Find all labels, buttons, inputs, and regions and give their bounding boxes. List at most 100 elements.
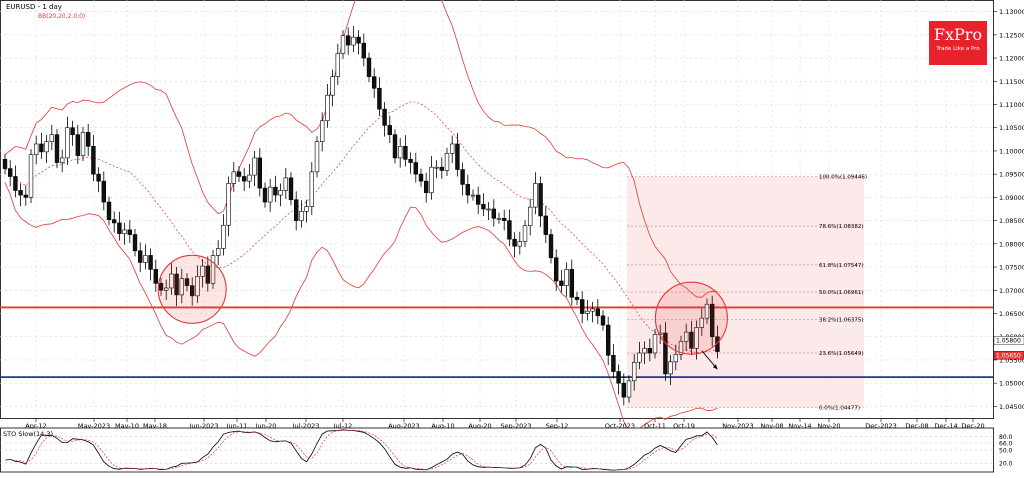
x-tick-label: Nov-14 — [788, 422, 811, 430]
candle — [340, 35, 346, 54]
y-tick-label: 1.05500 — [999, 356, 1024, 364]
y-tick-label: 1.12000 — [999, 55, 1024, 63]
candle — [522, 225, 528, 242]
candle — [143, 255, 148, 263]
candle — [637, 352, 642, 363]
osc-tick-label: 50.0 — [999, 447, 1013, 454]
candle — [169, 273, 174, 289]
logo-brand: FxPro — [933, 25, 983, 44]
price-axis: 1.13000 1.12500 1.12000 1.11500 1.11000 1.105… — [993, 8, 1024, 411]
candle — [153, 269, 158, 284]
x-tick-label: Dec-2023 — [865, 422, 896, 430]
candle — [54, 134, 60, 163]
x-tick-label: Apr-12 — [25, 422, 46, 430]
x-tick-label: Oct-2023 — [605, 422, 635, 430]
y-tick-label: 1.13000 — [999, 8, 1024, 16]
x-tick-label: Sep-12 — [546, 422, 569, 430]
candle — [106, 201, 112, 220]
fib-level-label: 78.6%(1.08382) — [819, 224, 864, 230]
candle — [579, 299, 585, 314]
candle — [122, 229, 127, 234]
candle — [455, 143, 460, 170]
indicator-label: BB(20,20,2.0,0) — [38, 13, 85, 20]
candle — [299, 211, 304, 221]
key-levels — [0, 306, 993, 379]
wave-annotations — [157, 254, 728, 370]
candle — [652, 334, 658, 354]
candle — [59, 157, 65, 163]
candle — [335, 53, 340, 77]
candle — [231, 171, 236, 184]
candle — [486, 208, 491, 211]
candle — [13, 176, 18, 191]
candle — [148, 255, 153, 270]
candle — [366, 57, 372, 77]
candle — [481, 204, 486, 210]
candle — [694, 327, 699, 349]
candle — [559, 280, 564, 286]
candle — [18, 190, 23, 196]
grid-lines — [0, 0, 994, 419]
x-tick-label: Dec-14 — [934, 422, 957, 430]
candle — [569, 269, 575, 298]
price-label: 1.05650 — [996, 353, 1021, 360]
price-label-box — [993, 336, 1024, 345]
fxpro-logo[interactable]: FxPro Trade Like a Pro — [929, 21, 987, 65]
logo-tagline: Trade Like a Pro — [936, 46, 980, 52]
y-tick-label: 1.04500 — [999, 403, 1024, 411]
candle — [226, 183, 231, 226]
x-tick-label: Dec-08 — [905, 422, 928, 430]
candle — [642, 348, 647, 354]
candle — [709, 303, 715, 338]
candle — [574, 296, 580, 300]
candle — [283, 177, 288, 191]
candle — [444, 152, 450, 171]
forecast-arrowhead — [712, 364, 718, 370]
oscillator-label: STO Slow(14,3) — [3, 430, 53, 438]
plot-frame — [0, 0, 994, 419]
candle — [361, 42, 366, 59]
candle — [429, 166, 434, 194]
candle — [23, 194, 28, 198]
candle — [631, 361, 637, 382]
candle — [673, 354, 679, 363]
osc-tick-label: 66.0 — [999, 440, 1013, 447]
candle — [190, 285, 195, 297]
candles — [2, 26, 720, 406]
candle — [216, 248, 221, 256]
fib-level-label: 100.0%(1.09446) — [819, 175, 867, 181]
stoch-d-line — [4, 429, 718, 471]
candle — [221, 224, 226, 249]
candle — [91, 146, 96, 175]
candle — [247, 174, 252, 182]
candle — [49, 134, 55, 142]
x-tick-label: Jun-20 — [255, 422, 277, 430]
candle — [647, 348, 653, 354]
candle — [678, 341, 684, 355]
candle — [600, 315, 606, 326]
fib-level-label: 38.2%(1.06375) — [819, 317, 864, 323]
y-tick-label: 1.10500 — [999, 124, 1024, 132]
price-label-box — [993, 351, 1024, 360]
candle — [112, 219, 117, 224]
x-tick-label: Dec-20 — [961, 422, 984, 430]
candle — [242, 176, 247, 182]
candle — [267, 186, 273, 203]
y-tick-label: 1.11000 — [999, 101, 1024, 109]
candle — [585, 310, 590, 314]
resistance-circle — [654, 281, 728, 355]
candle — [257, 157, 262, 189]
x-tick-label: Oct-11 — [644, 422, 666, 430]
candle — [325, 94, 330, 122]
candle — [262, 187, 268, 203]
x-tick-label: May-2023 — [78, 422, 110, 430]
consolidation-circle — [157, 254, 227, 324]
x-tick-label: Jun-2023 — [188, 422, 218, 430]
y-tick-label: 1.07000 — [999, 287, 1024, 295]
x-tick-label: May-18 — [143, 422, 167, 430]
candle — [101, 180, 107, 203]
candle — [164, 287, 169, 291]
x-tick-label: Sep-2023 — [500, 422, 531, 430]
candle — [330, 76, 335, 96]
